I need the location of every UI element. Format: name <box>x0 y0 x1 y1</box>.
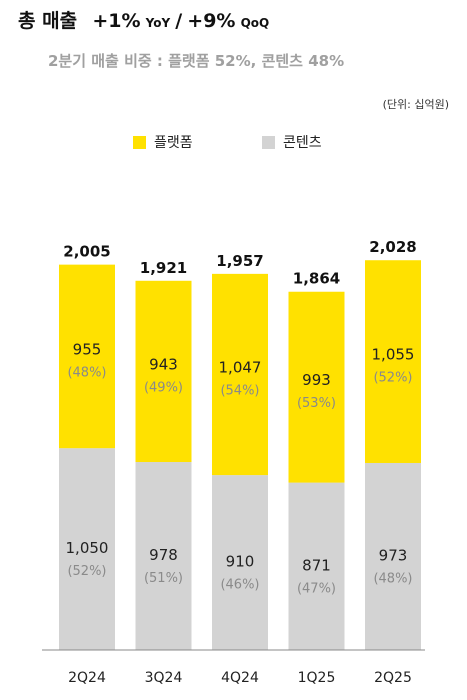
content-percent-label: (48%) <box>373 571 412 586</box>
x-axis-tick-label: 4Q24 <box>221 670 259 686</box>
content-percent-label: (47%) <box>297 581 336 596</box>
x-axis-tick-label: 1Q25 <box>298 670 336 686</box>
total-value-label: 1,864 <box>293 270 340 288</box>
platform-value-label: 993 <box>302 371 331 389</box>
legend-swatch-platform <box>133 135 146 149</box>
content-percent-label: (51%) <box>144 571 183 586</box>
headline-title: 총 매출 <box>18 10 78 32</box>
x-axis-tick-label: 2Q25 <box>374 670 412 686</box>
unit-label: (단위: 십억원) <box>382 98 449 111</box>
platform-value-label: 1,047 <box>219 358 262 376</box>
content-value-label: 973 <box>379 546 408 564</box>
platform-value-label: 955 <box>73 340 102 358</box>
chart-headline: 총 매출 +1% YoY / +9% QoQ <box>18 6 269 33</box>
headline-separator: / <box>175 10 183 32</box>
headline-qoq-value: +9% <box>187 10 236 32</box>
bar-segment-platform <box>288 291 345 483</box>
bar-segment-platform <box>365 260 421 463</box>
content-percent-label: (52%) <box>67 564 106 579</box>
x-axis-tick-label: 2Q24 <box>68 670 106 686</box>
headline-yoy-value: +1% <box>92 10 141 32</box>
platform-percent-label: (54%) <box>220 383 259 398</box>
x-axis-tick-label: 3Q24 <box>145 670 183 686</box>
legend-label-platform: 플랫폼 <box>154 135 193 151</box>
bar-segment-platform <box>135 280 192 463</box>
content-percent-label: (46%) <box>220 578 259 593</box>
bar-segment-content <box>365 462 421 650</box>
headline-qoq-label: QoQ <box>240 16 270 30</box>
legend-item-content: 콘텐츠 <box>262 132 322 152</box>
bar-segment-platform <box>212 273 268 476</box>
platform-percent-label: (52%) <box>373 371 412 386</box>
content-value-label: 910 <box>226 553 255 571</box>
platform-value-label: 943 <box>149 355 178 373</box>
bar-segment-content <box>135 462 192 650</box>
platform-value-label: 1,055 <box>372 346 415 364</box>
bar-segment-content <box>59 448 115 650</box>
platform-percent-label: (53%) <box>297 396 336 411</box>
bar-segment-content <box>288 482 345 650</box>
chart-subtitle: 2분기 매출 비중 : 플랫폼 52%, 콘텐츠 48% <box>48 52 345 70</box>
legend-item-platform: 플랫폼 <box>133 132 193 152</box>
platform-percent-label: (48%) <box>67 365 106 380</box>
total-value-label: 2,005 <box>63 243 110 261</box>
legend-swatch-content <box>262 135 275 149</box>
platform-percent-label: (49%) <box>144 380 183 395</box>
legend-label-content: 콘텐츠 <box>283 135 322 151</box>
content-value-label: 1,050 <box>66 539 109 557</box>
headline-yoy-label: YoY <box>145 16 171 30</box>
total-value-label: 1,921 <box>140 259 187 277</box>
content-value-label: 978 <box>149 546 178 564</box>
bar-segment-platform <box>59 264 115 449</box>
bar-segment-content <box>212 475 268 650</box>
total-value-label: 2,028 <box>369 238 416 256</box>
content-value-label: 871 <box>302 556 331 574</box>
total-value-label: 1,957 <box>216 252 263 270</box>
